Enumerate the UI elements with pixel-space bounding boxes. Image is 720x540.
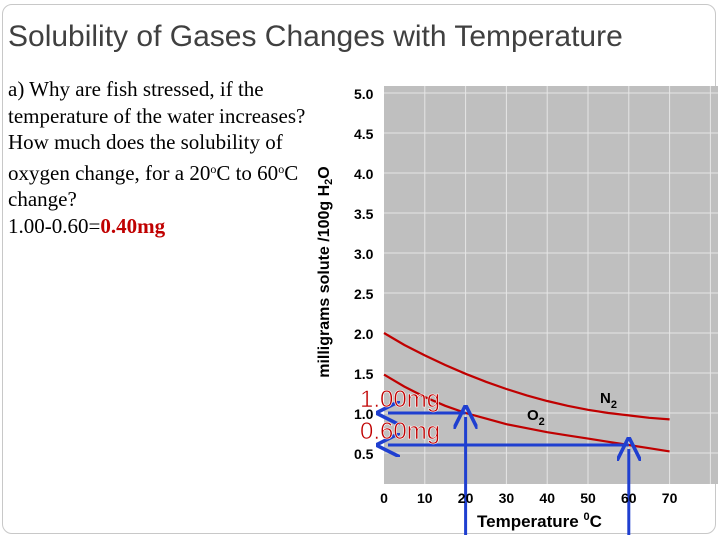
x-tick-label: 10 (417, 490, 433, 506)
x-tick-label: 50 (580, 490, 596, 506)
x-tick-label: 0 (380, 490, 388, 506)
series-label-sub: 2 (611, 399, 617, 411)
y-tick-label: 3.5 (354, 206, 374, 222)
curve-n2 (383, 332, 670, 421)
y-tick-label: 2.0 (354, 326, 374, 342)
y-tick-label: 1.0 (354, 406, 374, 422)
x-ticks: 0 10 20 30 40 50 60 70 (380, 490, 677, 506)
y-tick-label: 4.5 (354, 126, 374, 142)
plot-area (384, 86, 718, 484)
y-tick-label: 2.5 (354, 286, 374, 302)
series-label-n2: N2 (600, 390, 617, 411)
x-axis-label: Temperature 0C (477, 511, 602, 531)
y-tick-label: 3.0 (354, 246, 374, 262)
series-label-o2: O2 (527, 407, 545, 428)
degree-sup-1: o (210, 161, 217, 176)
y-tick-label: 4.0 (354, 166, 374, 182)
degree-sup-2: o (278, 161, 285, 176)
x-tick-label: 60 (621, 490, 637, 506)
question-text: a) Why are fish stressed, if the tempera… (8, 76, 308, 239)
value-label: 1.00mg (360, 386, 440, 413)
question-b-part2: C to 60 (216, 160, 279, 185)
x-axis-label-sup: 0 (583, 511, 589, 523)
series-label-main: O (527, 407, 539, 424)
y-ticks: 5.0 4.5 4.0 3.5 3.0 2.5 2.0 1.5 1.0 0.5 (354, 86, 374, 462)
question-b: How much does the solubility of oxygen c… (8, 129, 308, 213)
x-tick-label: 70 (662, 490, 678, 506)
series-label-sub: 2 (539, 416, 545, 428)
answer-line: 1.00-0.60=0.40mg (8, 213, 308, 240)
x-tick-label: 20 (458, 490, 474, 506)
x-tick-label: 40 (539, 490, 555, 506)
x-axis-label-unit: C (590, 512, 602, 531)
question-b-part1: How much does the solubility of oxygen c… (8, 130, 283, 185)
grid (384, 86, 718, 484)
y-tick-label: 0.5 (354, 446, 374, 462)
slide-title: Solubility of Gases Changes with Tempera… (8, 20, 623, 53)
answer-calc: 1.00-0.60= (8, 213, 101, 238)
question-a: a) Why are fish stressed, if the tempera… (8, 77, 306, 128)
x-tick-label: 30 (499, 490, 515, 506)
x-axis-label-main: Temperature (477, 512, 583, 531)
arrows (388, 413, 629, 535)
value-label: 0.60mg (360, 418, 440, 445)
y-tick-label: 1.5 (354, 366, 374, 382)
answer-value: 0.40mg (100, 213, 166, 238)
y-tick-label: 5.0 (354, 86, 374, 102)
series-label-main: N (600, 390, 611, 407)
question-b-part3: C change? (8, 160, 299, 212)
